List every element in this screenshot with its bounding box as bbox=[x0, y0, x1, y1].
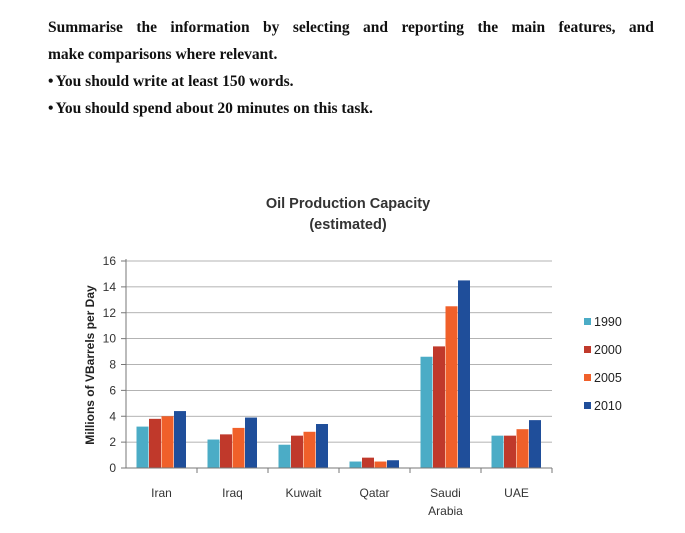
bar bbox=[303, 431, 316, 468]
instruction-word: the bbox=[136, 19, 157, 36]
y-axis-label: Millions of VBarrels per Day bbox=[83, 285, 97, 445]
instruction-word: Summarise bbox=[48, 19, 123, 36]
legend-swatch bbox=[584, 346, 591, 353]
x-tick-label: Arabia bbox=[428, 504, 463, 518]
instruction-bullet-2: • You should spend about 20 minutes on th… bbox=[48, 95, 654, 122]
x-tick-label: Iraq bbox=[222, 486, 243, 500]
bar bbox=[433, 346, 445, 468]
instruction-bullet-1: • You should write at least 150 words. bbox=[48, 68, 654, 95]
bar bbox=[220, 434, 232, 468]
bar bbox=[420, 356, 433, 468]
instruction-word: the bbox=[477, 19, 499, 36]
y-tick-label: 8 bbox=[109, 358, 116, 372]
instruction-word: selecting bbox=[292, 19, 350, 36]
chart-subtitle: (estimated) bbox=[309, 217, 387, 233]
y-tick-label: 16 bbox=[103, 254, 117, 268]
chart-title: Oil Production Capacity bbox=[266, 196, 430, 212]
x-tick-label: UAE bbox=[504, 486, 529, 500]
task-instructions: Summarise the information by selecting a… bbox=[48, 14, 654, 122]
instruction-word: by bbox=[263, 19, 280, 36]
legend-label: 2005 bbox=[594, 371, 622, 385]
bullet-glyph: • bbox=[48, 73, 54, 90]
instruction-word: information bbox=[170, 19, 250, 36]
bar bbox=[316, 424, 328, 468]
bullet-glyph: • bbox=[48, 100, 54, 117]
y-tick-label: 2 bbox=[109, 435, 116, 449]
instruction-word: reporting bbox=[401, 19, 465, 36]
instruction-bullet-text: You should write at least 150 words. bbox=[55, 73, 294, 90]
bar bbox=[458, 280, 470, 468]
instruction-line-1: Summarise the information by selecting a… bbox=[48, 14, 654, 41]
instruction-word: features, bbox=[558, 19, 616, 36]
bar bbox=[349, 461, 362, 468]
axes: 0 2 4 6 8 10 12 14 16 Iran Iraq Kuwait Qatar Saudi Ara… bbox=[103, 254, 553, 518]
instruction-word: main bbox=[511, 19, 546, 36]
legend-label: 2000 bbox=[594, 343, 622, 357]
bar bbox=[445, 306, 458, 468]
legend-label: 2010 bbox=[594, 399, 622, 413]
bar bbox=[161, 416, 174, 468]
bar bbox=[207, 439, 220, 468]
bar bbox=[491, 435, 504, 468]
y-tick-label: 12 bbox=[103, 306, 117, 320]
legend-swatch bbox=[584, 318, 591, 325]
instruction-line-2: make comparisons where relevant. bbox=[48, 46, 278, 63]
bar bbox=[232, 427, 245, 468]
y-tick-label: 6 bbox=[109, 383, 116, 397]
y-tick-label: 0 bbox=[109, 461, 116, 475]
x-tick-label: Kuwait bbox=[285, 486, 322, 500]
bar bbox=[529, 420, 541, 468]
bar bbox=[278, 444, 291, 468]
bar bbox=[174, 411, 186, 468]
x-tick-label: Iran bbox=[151, 486, 172, 500]
y-tick-label: 10 bbox=[103, 332, 117, 346]
instruction-word: and bbox=[363, 19, 389, 36]
bar bbox=[245, 417, 257, 468]
bars bbox=[136, 280, 541, 468]
bar bbox=[362, 457, 374, 468]
x-tick-label: Saudi bbox=[430, 486, 461, 500]
gridlines bbox=[126, 260, 552, 443]
x-tick-label: Qatar bbox=[359, 486, 389, 500]
bar bbox=[387, 460, 399, 468]
y-tick-label: 4 bbox=[109, 409, 116, 423]
instruction-word: and bbox=[628, 19, 654, 36]
legend-swatch bbox=[584, 402, 591, 409]
instruction-bullet-text: You should spend about 20 minutes on thi… bbox=[55, 100, 373, 117]
bar bbox=[291, 435, 303, 468]
y-tick-label: 14 bbox=[103, 280, 117, 294]
legend-swatch bbox=[584, 374, 591, 381]
bar bbox=[374, 461, 387, 468]
bar bbox=[136, 426, 149, 468]
legend: 1990 2000 2005 2010 bbox=[584, 315, 622, 413]
bar bbox=[149, 418, 161, 468]
legend-label: 1990 bbox=[594, 315, 622, 329]
bar bbox=[504, 435, 516, 468]
bar bbox=[516, 429, 529, 468]
